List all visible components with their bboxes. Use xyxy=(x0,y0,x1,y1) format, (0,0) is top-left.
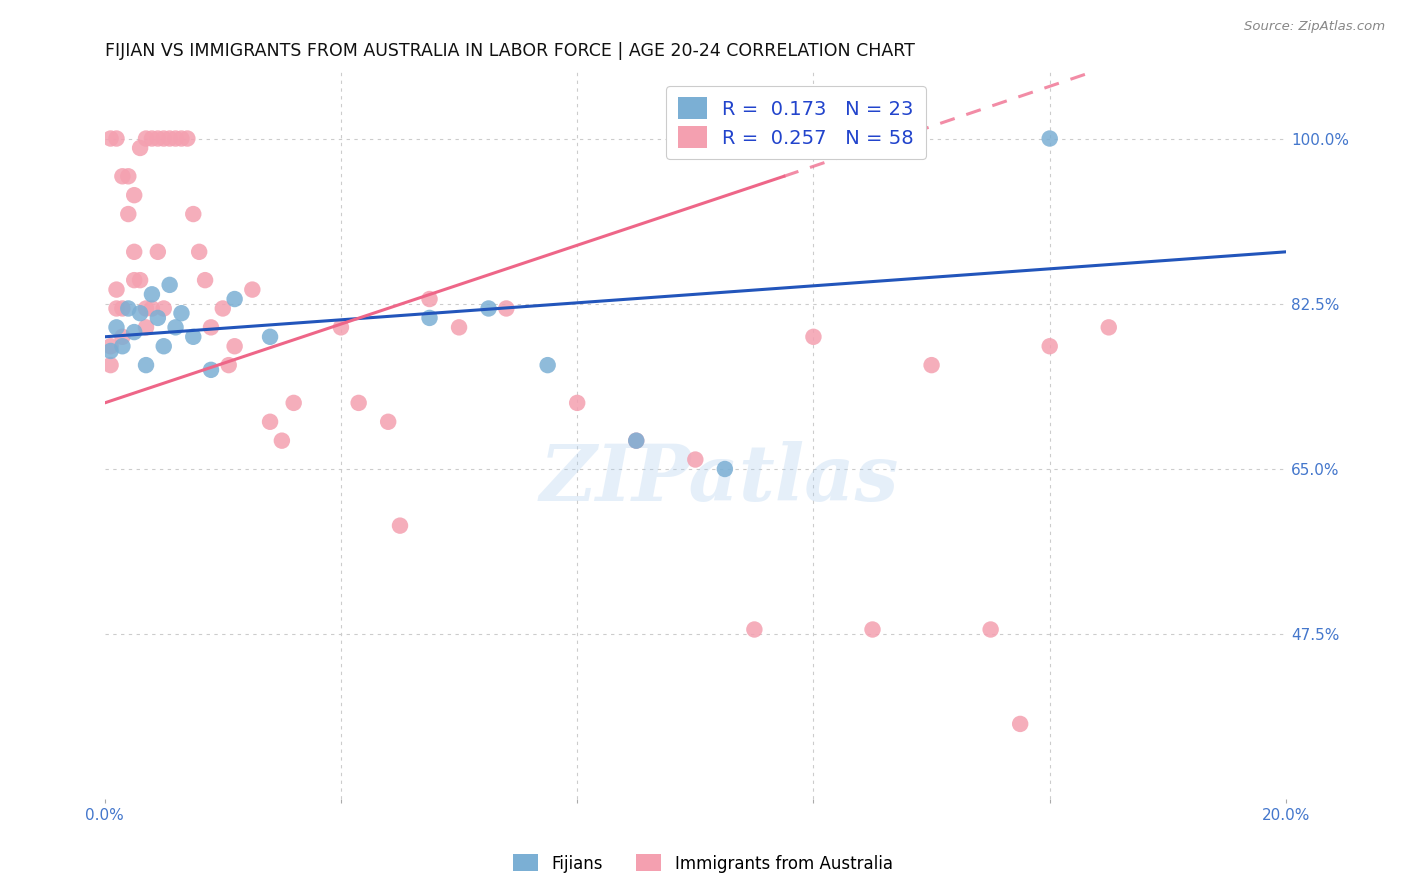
Legend: R =  0.173   N = 23, R =  0.257   N = 58: R = 0.173 N = 23, R = 0.257 N = 58 xyxy=(666,86,925,160)
Point xyxy=(224,339,246,353)
Point xyxy=(122,244,145,259)
Point xyxy=(224,292,246,306)
Point xyxy=(347,396,370,410)
Point xyxy=(377,415,399,429)
Point xyxy=(803,330,825,344)
Point xyxy=(105,283,128,297)
Point xyxy=(100,343,122,358)
Point xyxy=(626,434,648,448)
Point xyxy=(146,310,169,325)
Point xyxy=(141,301,163,316)
Point xyxy=(211,301,233,316)
Point xyxy=(100,131,122,145)
Point xyxy=(111,339,134,353)
Point xyxy=(181,330,204,344)
Point xyxy=(1098,320,1121,334)
Point xyxy=(188,244,211,259)
Point xyxy=(329,320,352,334)
Point xyxy=(170,306,193,320)
Point xyxy=(218,358,240,372)
Point xyxy=(129,306,152,320)
Text: FIJIAN VS IMMIGRANTS FROM AUSTRALIA IN LABOR FORCE | AGE 20-24 CORRELATION CHART: FIJIAN VS IMMIGRANTS FROM AUSTRALIA IN L… xyxy=(104,42,914,60)
Point xyxy=(100,358,122,372)
Point xyxy=(152,339,174,353)
Point xyxy=(181,207,204,221)
Point xyxy=(980,623,1002,637)
Point xyxy=(141,287,163,301)
Point xyxy=(135,358,157,372)
Point xyxy=(141,131,163,145)
Point xyxy=(159,277,181,292)
Point xyxy=(259,330,281,344)
Point xyxy=(283,396,305,410)
Point xyxy=(1010,717,1032,731)
Legend: Fijians, Immigrants from Australia: Fijians, Immigrants from Australia xyxy=(506,847,900,880)
Point xyxy=(714,462,737,476)
Point xyxy=(146,131,169,145)
Point xyxy=(117,207,139,221)
Point xyxy=(100,339,122,353)
Point xyxy=(111,169,134,184)
Point xyxy=(200,320,222,334)
Point xyxy=(152,131,174,145)
Point xyxy=(388,518,411,533)
Point xyxy=(259,415,281,429)
Point xyxy=(135,320,157,334)
Point xyxy=(122,325,145,339)
Point xyxy=(744,623,766,637)
Point xyxy=(1039,131,1062,145)
Point xyxy=(270,434,292,448)
Point xyxy=(111,301,134,316)
Point xyxy=(146,244,169,259)
Point xyxy=(111,330,134,344)
Point xyxy=(170,131,193,145)
Point xyxy=(862,623,884,637)
Point xyxy=(129,273,152,287)
Point xyxy=(135,301,157,316)
Point xyxy=(165,131,187,145)
Text: ZIPatlas: ZIPatlas xyxy=(540,442,898,518)
Point xyxy=(495,301,517,316)
Point xyxy=(165,320,187,334)
Point xyxy=(478,301,501,316)
Point xyxy=(626,434,648,448)
Point xyxy=(418,292,440,306)
Point xyxy=(122,188,145,202)
Point xyxy=(105,131,128,145)
Point xyxy=(194,273,217,287)
Point xyxy=(567,396,589,410)
Point xyxy=(117,301,139,316)
Point xyxy=(200,363,222,377)
Point xyxy=(240,283,263,297)
Text: Source: ZipAtlas.com: Source: ZipAtlas.com xyxy=(1244,20,1385,33)
Point xyxy=(685,452,707,467)
Point xyxy=(105,301,128,316)
Point xyxy=(1039,339,1062,353)
Point xyxy=(159,131,181,145)
Point xyxy=(537,358,560,372)
Point xyxy=(129,141,152,155)
Point xyxy=(135,131,157,145)
Point xyxy=(117,169,139,184)
Point xyxy=(449,320,471,334)
Point xyxy=(921,358,943,372)
Point xyxy=(122,273,145,287)
Point xyxy=(176,131,198,145)
Point xyxy=(105,320,128,334)
Point xyxy=(418,310,440,325)
Point xyxy=(152,301,174,316)
